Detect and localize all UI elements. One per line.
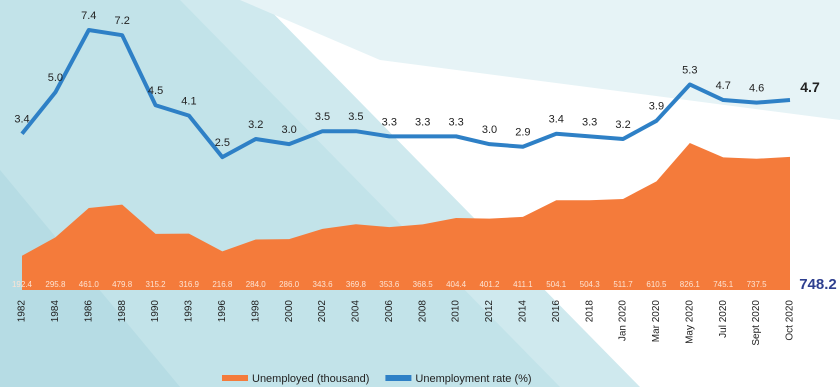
data-label: 368.5: [413, 280, 434, 289]
data-label: 316.9: [179, 280, 200, 289]
data-label: 745.1: [713, 280, 734, 289]
data-label: 737.5: [747, 280, 768, 289]
x-tick-label: 1998: [250, 300, 261, 323]
x-tick-label: 2002: [317, 300, 328, 323]
data-label: 3.2: [615, 119, 630, 131]
legend-label: Unemployment rate (%): [415, 373, 531, 385]
x-tick-label: Jul 2020: [718, 300, 729, 338]
data-label: 404.4: [446, 280, 467, 289]
x-tick-label: 1982: [17, 300, 28, 323]
background-shape: [0, 0, 560, 387]
data-label: 504.1: [546, 280, 567, 289]
x-tick-label: Oct 2020: [785, 300, 796, 341]
data-label: 284.0: [246, 280, 267, 289]
data-label: 479.8: [112, 280, 133, 289]
data-label: 4.6: [749, 83, 764, 95]
x-tick-label: 1996: [217, 300, 228, 323]
data-label: 369.8: [346, 280, 367, 289]
legend-swatch: [222, 375, 248, 381]
data-label: 3.5: [348, 111, 363, 123]
data-label: 216.8: [212, 280, 233, 289]
x-tick-label: 1990: [150, 300, 161, 323]
x-tick-label: 1993: [184, 300, 195, 323]
data-label: 3.5: [315, 111, 330, 123]
data-label: 3.2: [248, 119, 263, 131]
data-label: 3.3: [448, 116, 463, 128]
x-tick-label: 2018: [584, 300, 595, 323]
data-label: 4.1: [181, 96, 196, 108]
x-tick-label: 1984: [50, 300, 61, 323]
x-tick-label: 2000: [284, 300, 295, 323]
data-label: 3.4: [549, 114, 564, 126]
data-label: 5.0: [48, 72, 63, 84]
data-label: 826.1: [680, 280, 701, 289]
data-label: 610.5: [646, 280, 667, 289]
data-label: 3.3: [382, 116, 397, 128]
data-label: 2.9: [515, 127, 530, 139]
data-label: 504.3: [580, 280, 601, 289]
data-label: 3.9: [649, 101, 664, 113]
data-label: 3.3: [415, 116, 430, 128]
data-label: 4.5: [148, 85, 163, 97]
x-tick-label: 1986: [83, 300, 94, 323]
data-label: 353.6: [379, 280, 400, 289]
data-label: 315.2: [146, 280, 167, 289]
legend-swatch: [385, 375, 412, 381]
x-tick-label: 2016: [551, 300, 562, 323]
data-label: 2.5: [215, 137, 230, 149]
data-label: 3.0: [482, 124, 497, 136]
x-tick-label: 2004: [351, 300, 362, 323]
x-tick-label: 1988: [117, 300, 128, 323]
data-label: 461.0: [79, 280, 100, 289]
x-tick-label: 2006: [384, 300, 395, 323]
x-tick-label: Sept 2020: [751, 300, 762, 346]
x-tick-label: 2010: [451, 300, 462, 323]
x-tick-label: 2008: [417, 300, 428, 323]
background-shape: [240, 0, 840, 120]
data-label: 295.8: [45, 280, 66, 289]
data-label: 3.3: [582, 116, 597, 128]
data-label: 748.2: [799, 276, 837, 293]
line: [20, 28, 791, 160]
data-label: 511.7: [613, 280, 633, 289]
data-label: 4.7: [800, 79, 820, 95]
legend-label: Unemployed (thousand): [252, 373, 369, 385]
x-tick-label: 2014: [518, 300, 529, 323]
data-label: 286.0: [279, 280, 300, 289]
area: [22, 143, 790, 290]
data-label: 7.2: [115, 15, 130, 27]
data-label: 192.4: [12, 280, 33, 289]
data-label: 7.4: [81, 10, 96, 22]
data-label: 343.6: [313, 280, 334, 289]
x-tick-label: May 2020: [684, 300, 695, 344]
data-label: 3.0: [281, 124, 296, 136]
data-label: 4.7: [716, 80, 731, 92]
x-tick-label: 2012: [484, 300, 495, 323]
x-tick-label: Mar 2020: [651, 300, 662, 343]
x-tick-label: Jan 2020: [618, 300, 629, 342]
data-label: 411.1: [513, 280, 533, 289]
data-label: 401.2: [479, 280, 500, 289]
data-label: 5.3: [682, 64, 697, 76]
data-label: 3.4: [14, 114, 29, 126]
